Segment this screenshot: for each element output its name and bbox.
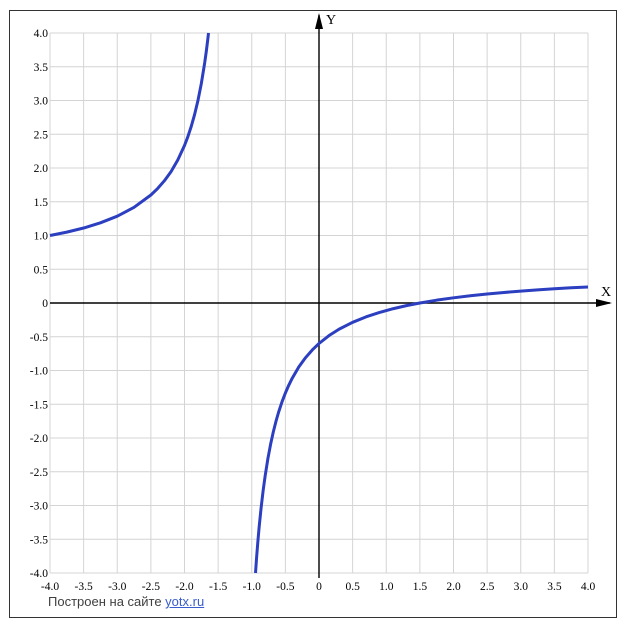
y-tick-label: 0 <box>42 298 48 310</box>
y-tick-label: 3.5 <box>34 62 49 74</box>
y-tick-label: 1.5 <box>34 197 49 209</box>
x-axis-label: X <box>601 285 611 300</box>
curve-right-branch <box>254 285 589 574</box>
figure-border <box>9 10 617 618</box>
y-tick-label: -4.0 <box>30 568 48 580</box>
x-tick-label: -0.5 <box>276 581 294 593</box>
y-axis-label: Y <box>326 13 336 28</box>
curve-left-branch <box>49 32 211 237</box>
x-tick-label: -2.0 <box>175 581 193 593</box>
footer-site-link[interactable]: yotx.ru <box>165 594 205 609</box>
x-tick-label: 3.5 <box>547 581 562 593</box>
y-tick-label: -2.0 <box>30 433 48 445</box>
y-tick-label: -3.5 <box>30 534 48 546</box>
y-tick-label: -1.0 <box>30 366 48 378</box>
footer-credit: Построен на сайте yotx.ru <box>48 594 204 609</box>
x-tick-label: -3.0 <box>108 581 126 593</box>
y-tick-label: -0.5 <box>30 332 48 344</box>
x-tick-label: -3.5 <box>75 581 93 593</box>
x-tick-label: -1.0 <box>243 581 261 593</box>
y-axis-arrowhead <box>315 13 323 29</box>
x-tick-label: 1.0 <box>379 581 394 593</box>
x-axis-arrowhead <box>596 299 612 307</box>
x-tick-label: 4.0 <box>581 581 596 593</box>
x-tick-label: -4.0 <box>41 581 59 593</box>
x-tick-label: -2.5 <box>142 581 160 593</box>
x-tick-label: 2.0 <box>446 581 461 593</box>
y-tick-label: -1.5 <box>30 399 48 411</box>
x-tick-label: 0.5 <box>345 581 360 593</box>
y-tick-label: -2.5 <box>30 467 48 479</box>
y-tick-label: 1.0 <box>34 231 49 243</box>
y-tick-label: 2.5 <box>34 129 49 141</box>
y-tick-label: 0.5 <box>34 264 49 276</box>
y-tick-label: 4.0 <box>34 28 49 40</box>
x-tick-label: 3.0 <box>514 581 529 593</box>
y-tick-label: 3.0 <box>34 96 49 108</box>
y-tick-label: 2.0 <box>34 163 49 175</box>
x-tick-label: 2.5 <box>480 581 495 593</box>
x-tick-label: -1.5 <box>209 581 227 593</box>
x-tick-label: 1.5 <box>413 581 428 593</box>
x-tick-label: 0 <box>316 581 322 593</box>
y-tick-label: -3.0 <box>30 501 48 513</box>
footer-text: Построен на сайте <box>48 594 166 609</box>
